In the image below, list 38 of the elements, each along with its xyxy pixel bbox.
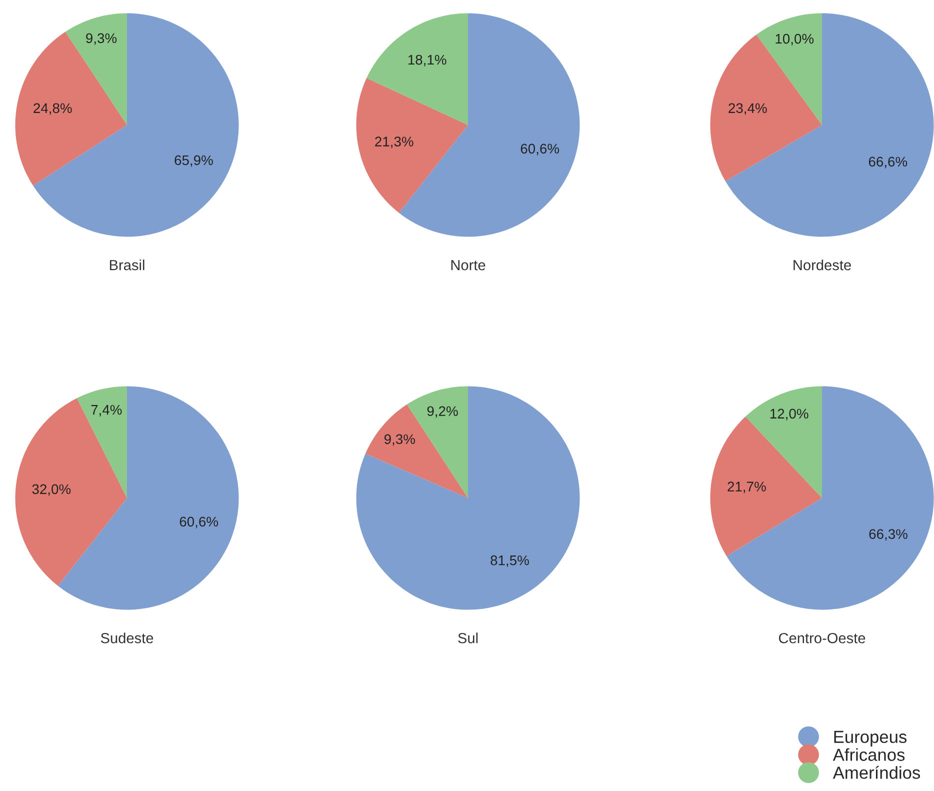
pie-slice bbox=[710, 34, 822, 182]
text: Sudeste bbox=[100, 632, 154, 644]
pie-slice bbox=[726, 386, 934, 610]
data-label: 66,3% bbox=[869, 529, 908, 541]
data-label: 12,0% bbox=[770, 408, 808, 420]
data-label: 60,6% bbox=[180, 516, 218, 528]
pie-slice bbox=[365, 404, 468, 498]
data-label: 60,6% bbox=[520, 144, 560, 156]
pie-slice bbox=[76, 386, 127, 498]
data-label: 10,0% bbox=[776, 34, 814, 46]
data-label: 7,4% bbox=[91, 404, 122, 416]
pie-slice bbox=[725, 13, 934, 237]
text: Norte bbox=[451, 260, 486, 270]
text: Brasil bbox=[110, 260, 144, 270]
pie-slice bbox=[15, 32, 127, 186]
text: Nordeste bbox=[794, 260, 851, 270]
pie-slice bbox=[33, 13, 239, 237]
pie-slice bbox=[356, 386, 580, 610]
pie-slice bbox=[356, 78, 468, 213]
data-label: 21,3% bbox=[375, 136, 414, 148]
data-label: 18,1% bbox=[408, 54, 446, 66]
legend-label: Africanos bbox=[832, 748, 905, 761]
legend-label: Europeus bbox=[834, 730, 907, 746]
legend-label: Ameríndios bbox=[832, 766, 920, 779]
data-label: 66,6% bbox=[868, 156, 908, 168]
pie-slice bbox=[366, 13, 468, 125]
data-label: 21,7% bbox=[728, 482, 766, 494]
text: Sul bbox=[458, 632, 478, 644]
data-label: 24,8% bbox=[34, 103, 72, 115]
data-label: 9,3% bbox=[86, 33, 117, 45]
data-label: 81,5% bbox=[490, 555, 529, 567]
data-label: 65,9% bbox=[174, 155, 213, 167]
pie-slice bbox=[15, 398, 127, 586]
data-label: 23,4% bbox=[728, 103, 767, 115]
text: Centro-Oeste bbox=[778, 632, 866, 644]
data-label: 9,3% bbox=[384, 434, 415, 446]
data-label: 9,2% bbox=[427, 406, 458, 418]
data-label: 32,0% bbox=[32, 484, 71, 496]
